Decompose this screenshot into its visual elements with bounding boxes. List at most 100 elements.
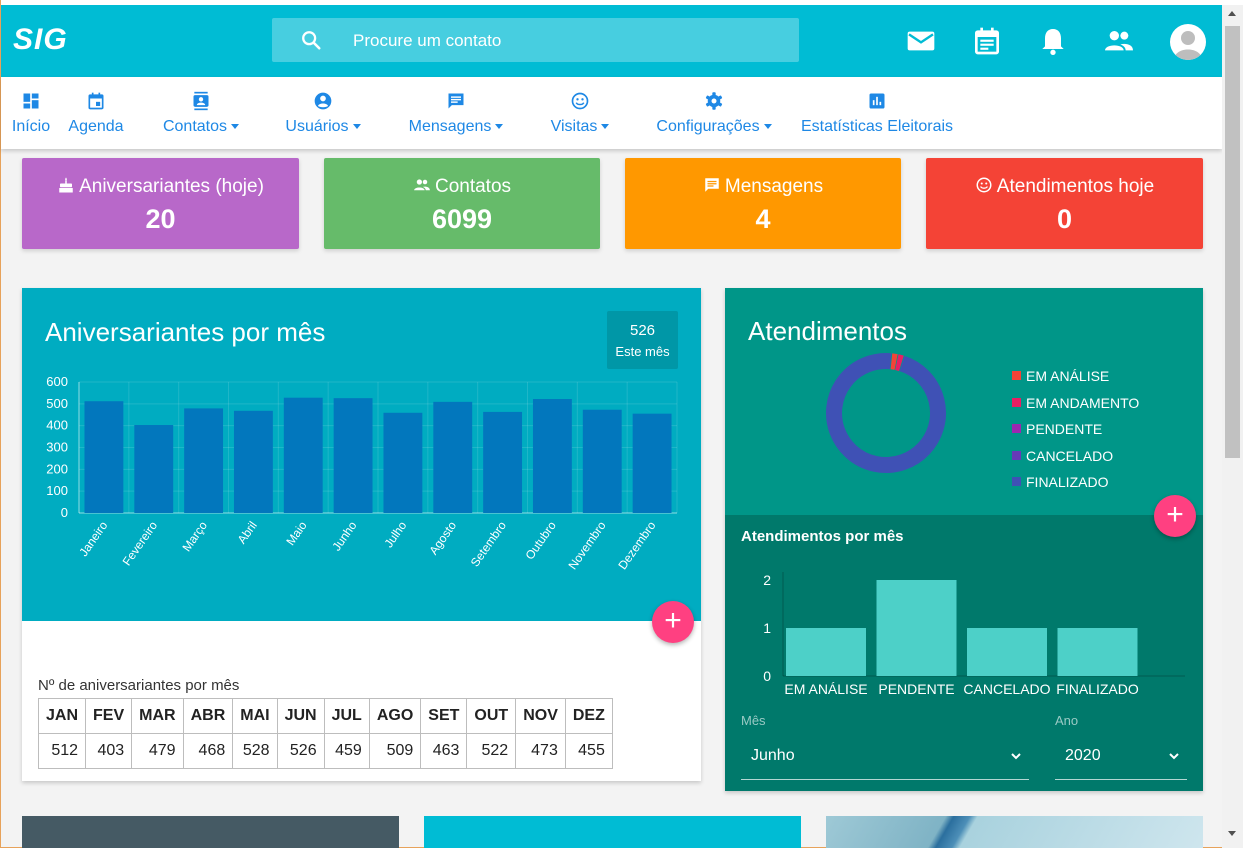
attendance-month-bar-chart: 0 1 2 EM ANÁLISE PENDENTE CANCELADO FINALIZADO xyxy=(763,572,1185,697)
nav-estatisticas[interactable]: Estatísticas Eleitorais xyxy=(797,77,957,149)
search-input[interactable]: Procure um contato xyxy=(353,31,502,50)
legend-label: CANCELADO xyxy=(1026,447,1114,464)
pie-slice xyxy=(890,353,898,370)
legend-item[interactable]: EM ANÁLISE xyxy=(1012,368,1139,395)
y-tick-label: 2 xyxy=(763,572,771,588)
y-tick-label: 100 xyxy=(46,483,68,498)
bar xyxy=(383,412,423,513)
search-box[interactable]: Procure um contato xyxy=(272,18,799,62)
legend-label: EM ANDAMENTO xyxy=(1026,394,1140,411)
table-header-cell: JUN xyxy=(276,698,325,734)
account-icon xyxy=(314,92,332,110)
birthday-chart-header: Aniversariantes por mês 526 Este mês 0 10… xyxy=(22,288,701,621)
y-tick-label: 0 xyxy=(61,505,68,520)
y-tick-label: 1 xyxy=(763,620,771,636)
add-button[interactable]: + xyxy=(652,601,694,643)
x-tick-label: FINALIZADO xyxy=(1056,681,1139,697)
legend-item[interactable]: PENDENTE xyxy=(1012,421,1139,448)
bar xyxy=(967,628,1047,676)
legend-item[interactable]: FINALIZADO xyxy=(1012,474,1139,501)
calendar-icon xyxy=(88,92,104,110)
subtitle: Atendimentos por mês xyxy=(741,528,904,545)
pie-slice xyxy=(826,353,946,473)
mail-icon[interactable] xyxy=(905,25,937,57)
table-header-cell: JAN xyxy=(37,698,87,734)
stat-card-mensagens[interactable]: Mensagens 4 xyxy=(625,158,901,249)
message-icon xyxy=(448,93,464,109)
stat-label: Aniversariantes (hoje) xyxy=(79,176,264,197)
scroll-up-icon[interactable] xyxy=(1228,11,1236,16)
search-icon xyxy=(302,31,321,50)
scrollbar-thumb[interactable] xyxy=(1225,26,1240,458)
cake-icon xyxy=(59,177,73,193)
x-tick-label: PENDENTE xyxy=(878,681,954,697)
stat-label: Atendimentos hoje xyxy=(996,176,1155,197)
nav-usuarios[interactable]: Usuários xyxy=(273,77,373,149)
attendance-donut-chart xyxy=(826,353,946,473)
y-tick-label: 200 xyxy=(46,461,68,476)
nav-inicio[interactable]: Início xyxy=(1,77,61,149)
bottom-card-2 xyxy=(424,816,801,848)
table-header-cell: JUL xyxy=(323,698,370,734)
nav-label: Contatos xyxy=(162,118,228,135)
avatar[interactable] xyxy=(1170,24,1206,60)
chevron-down-icon xyxy=(1169,753,1179,760)
card-title: Atendimentos xyxy=(748,316,907,346)
legend-swatch xyxy=(1012,424,1021,433)
year-select-label: Ano xyxy=(1055,713,1079,728)
legend-item[interactable]: EM ANDAMENTO xyxy=(1012,395,1139,422)
plus-icon: + xyxy=(1166,498,1184,531)
birthday-chart-card: Aniversariantes por mês 526 Este mês 0 10… xyxy=(22,288,701,781)
x-tick-label: Agosto xyxy=(426,518,459,557)
page-scrollbar[interactable] xyxy=(1222,5,1243,848)
table-cell: 455 xyxy=(564,733,613,769)
nav-visitas[interactable]: Visitas xyxy=(538,77,622,149)
caret-down-icon xyxy=(352,124,361,130)
user-avatar-icon xyxy=(1174,31,1202,60)
this-month-badge: 526 Este mês xyxy=(607,311,678,369)
dashboard-icon xyxy=(23,93,39,109)
legend-label: EM ANÁLISE xyxy=(1026,368,1110,384)
stat-card-contatos[interactable]: Contatos 6099 xyxy=(324,158,600,249)
legend-item[interactable]: CANCELADO xyxy=(1012,448,1139,475)
people-icon[interactable] xyxy=(1103,25,1135,57)
nav-label: Visitas xyxy=(550,118,598,135)
badge-value: 526 xyxy=(629,322,656,339)
year-select-value: 2020 xyxy=(1065,747,1101,764)
caret-down-icon xyxy=(495,124,504,130)
table-cell: 509 xyxy=(368,733,422,769)
message-icon xyxy=(705,178,719,192)
table-cell: 463 xyxy=(420,733,468,769)
brand-logo[interactable]: SIG xyxy=(13,23,68,56)
table-header-row: JAN FEV MAR ABR MAI JUN JUL AGO SET OUT NOV DEZ xyxy=(37,698,613,734)
chevron-down-icon xyxy=(1011,753,1021,760)
bar xyxy=(333,398,373,513)
add-button[interactable]: + xyxy=(1154,495,1196,537)
table-header-cell: DEZ xyxy=(564,698,613,734)
bar xyxy=(233,410,273,513)
bell-icon[interactable] xyxy=(1037,25,1069,57)
plus-icon: + xyxy=(664,604,682,637)
legend-swatch xyxy=(1012,397,1021,407)
x-tick-label: Novembro xyxy=(565,518,608,572)
nav-contatos[interactable]: Contatos xyxy=(151,77,251,149)
stat-value: 20 xyxy=(145,204,176,234)
year-select[interactable]: 2020 xyxy=(1055,733,1187,780)
x-tick-label: Junho xyxy=(329,518,359,553)
table-header-cell: SET xyxy=(420,698,468,734)
month-select[interactable]: Junho xyxy=(741,733,1029,780)
caret-down-icon xyxy=(231,124,240,130)
birthday-bar-chart: 0 100 200 300 400 500 600 Janeiro Fevereiro Março… xyxy=(46,374,678,572)
nav-agenda[interactable]: Agenda xyxy=(61,77,131,149)
stat-card-atendimentos[interactable]: Atendimentos hoje 0 xyxy=(926,158,1203,249)
nav-mensagens[interactable]: Mensagens xyxy=(396,77,516,149)
stat-card-aniversariantes[interactable]: Aniversariantes (hoje) 20 xyxy=(22,158,299,249)
stat-label: Contatos xyxy=(434,176,512,197)
top-app-bar: SIG Procure um contato xyxy=(1,5,1222,77)
scroll-down-icon[interactable] xyxy=(1228,831,1236,836)
attendance-legend: EM ANÁLISE EM ANDAMENTO PENDENTE CANCELADO F… xyxy=(1012,368,1139,501)
nav-configuracoes[interactable]: Configurações xyxy=(649,77,779,149)
bottom-card-1 xyxy=(22,816,399,848)
calendar-icon[interactable] xyxy=(971,25,1003,57)
table-cell: 522 xyxy=(466,733,517,769)
